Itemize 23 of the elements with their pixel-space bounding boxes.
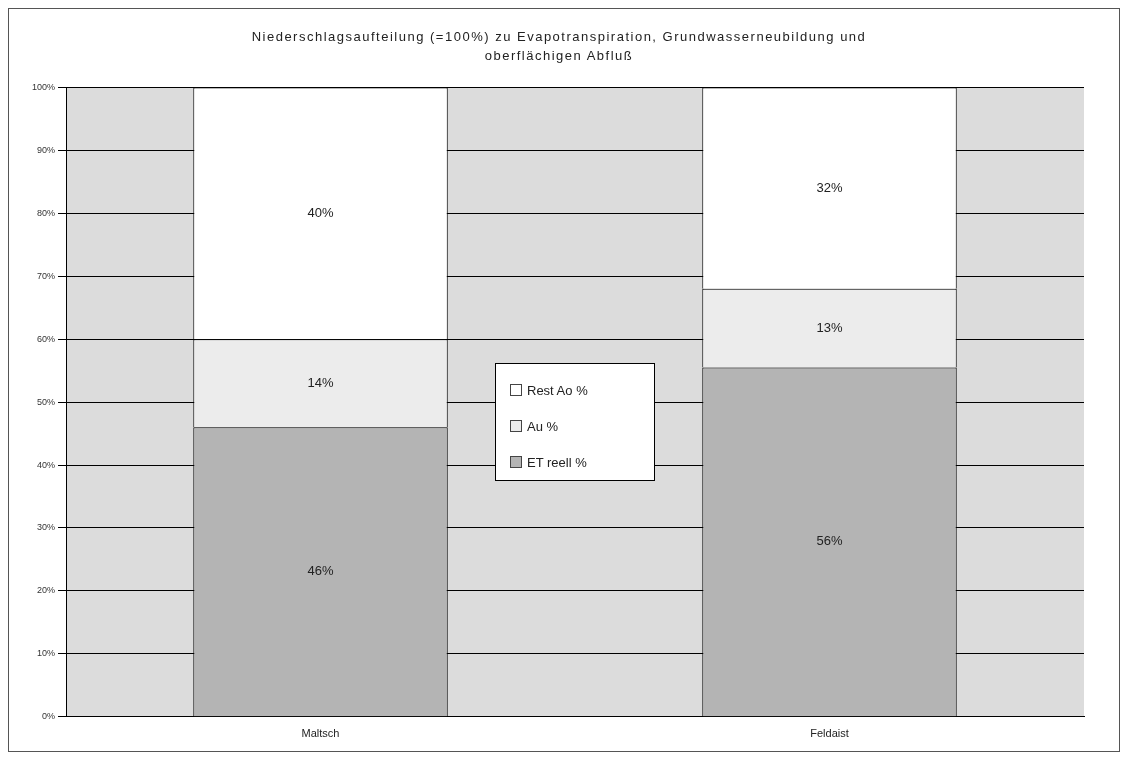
- x-tick-label: Maltsch: [301, 727, 340, 740]
- y-tick-label: 10%: [37, 648, 56, 659]
- legend-label: ET reell %: [527, 454, 587, 470]
- y-tick-label: 50%: [37, 396, 56, 407]
- y-tick-label: 80%: [37, 207, 56, 218]
- y-tick-label: 40%: [37, 459, 56, 470]
- data-label: 32%: [816, 179, 843, 195]
- y-tick-label: 100%: [31, 81, 56, 92]
- data-label: 14%: [307, 374, 334, 390]
- x-tick-label: Feldaist: [810, 727, 849, 740]
- chart-title: Niederschlagsaufteilung (=100%) zu Evapotranspiration, Grundwasserneubildung und oberflächigen Abfluß: [250, 28, 868, 65]
- data-label: 46%: [307, 563, 334, 579]
- y-tick-label: 60%: [37, 333, 56, 344]
- legend-label: Rest Ao %: [527, 382, 588, 398]
- y-tick-label: 30%: [37, 522, 56, 533]
- y-tick-label: 0%: [42, 711, 56, 722]
- legend-label: Au %: [527, 418, 559, 434]
- y-tick-label: 20%: [37, 585, 56, 596]
- data-label: 13%: [816, 319, 843, 335]
- y-tick-label: 90%: [37, 144, 56, 155]
- y-tick-label: 70%: [37, 270, 56, 281]
- data-label: 56%: [816, 533, 843, 549]
- data-label: 40%: [307, 204, 334, 220]
